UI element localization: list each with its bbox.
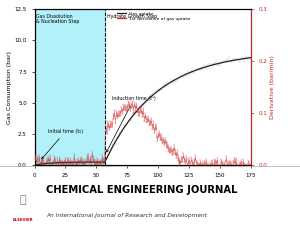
Y-axis label: Gas Consumption (bar): Gas Consumption (bar)	[7, 51, 12, 124]
Y-axis label: Derivative (bar/min): Derivative (bar/min)	[270, 55, 275, 119]
Legend: Gas uptake, 1st derivative of gas uptake: Gas uptake, 1st derivative of gas uptake	[117, 12, 190, 21]
Text: An International Journal of Research and Development: An International Journal of Research and…	[46, 213, 208, 218]
Text: Hydrate Growth Step: Hydrate Growth Step	[107, 14, 158, 19]
Text: Initial time (t₀): Initial time (t₀)	[42, 129, 83, 159]
Text: Induction time (tᵀ): Induction time (tᵀ)	[106, 96, 156, 152]
Text: CHEMICAL ENGINEERING JOURNAL: CHEMICAL ENGINEERING JOURNAL	[46, 185, 238, 195]
Text: Gas Dissolution
& Nucleation Step: Gas Dissolution & Nucleation Step	[36, 14, 79, 24]
Text: ELSEVIER: ELSEVIER	[12, 219, 33, 222]
Text: 🌳: 🌳	[19, 195, 26, 205]
Bar	[34, 9, 105, 165]
